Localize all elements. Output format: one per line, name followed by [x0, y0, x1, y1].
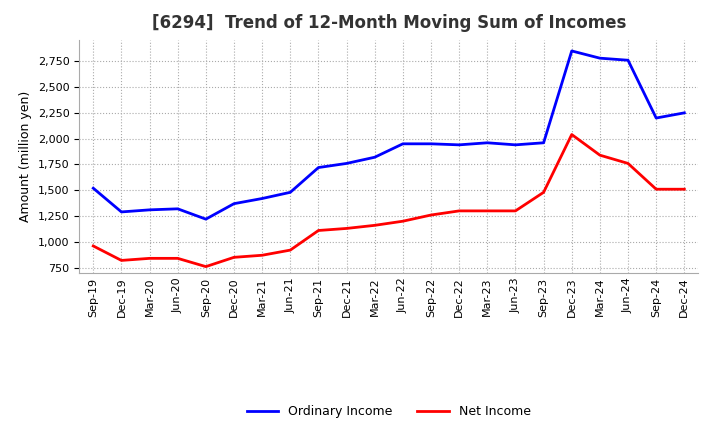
- Ordinary Income: [483, 140, 492, 146]
- Ordinary Income: [145, 207, 154, 213]
- Ordinary Income: [539, 140, 548, 146]
- Title: [6294]  Trend of 12-Month Moving Sum of Incomes: [6294] Trend of 12-Month Moving Sum of I…: [152, 15, 626, 33]
- Net Income: [427, 213, 436, 218]
- Ordinary Income: [174, 206, 182, 212]
- Ordinary Income: [567, 48, 576, 54]
- Ordinary Income: [314, 165, 323, 170]
- Net Income: [314, 228, 323, 233]
- Net Income: [286, 247, 294, 253]
- Line: Ordinary Income: Ordinary Income: [94, 51, 684, 219]
- Ordinary Income: [258, 196, 266, 201]
- Net Income: [230, 255, 238, 260]
- Net Income: [258, 253, 266, 258]
- Ordinary Income: [680, 110, 688, 116]
- Ordinary Income: [652, 115, 660, 121]
- Net Income: [370, 223, 379, 228]
- Net Income: [511, 208, 520, 213]
- Ordinary Income: [202, 216, 210, 222]
- Ordinary Income: [230, 201, 238, 206]
- Ordinary Income: [342, 161, 351, 166]
- Ordinary Income: [624, 58, 632, 63]
- Net Income: [399, 219, 408, 224]
- Net Income: [342, 226, 351, 231]
- Ordinary Income: [595, 55, 604, 61]
- Line: Net Income: Net Income: [94, 135, 684, 267]
- Ordinary Income: [399, 141, 408, 147]
- Ordinary Income: [370, 154, 379, 160]
- Ordinary Income: [511, 142, 520, 147]
- Net Income: [539, 190, 548, 195]
- Net Income: [567, 132, 576, 137]
- Net Income: [455, 208, 464, 213]
- Ordinary Income: [286, 190, 294, 195]
- Net Income: [174, 256, 182, 261]
- Net Income: [202, 264, 210, 269]
- Ordinary Income: [117, 209, 126, 215]
- Net Income: [117, 258, 126, 263]
- Net Income: [624, 161, 632, 166]
- Ordinary Income: [89, 186, 98, 191]
- Net Income: [483, 208, 492, 213]
- Y-axis label: Amount (million yen): Amount (million yen): [19, 91, 32, 222]
- Net Income: [89, 243, 98, 249]
- Net Income: [595, 153, 604, 158]
- Net Income: [652, 187, 660, 192]
- Net Income: [680, 187, 688, 192]
- Ordinary Income: [455, 142, 464, 147]
- Legend: Ordinary Income, Net Income: Ordinary Income, Net Income: [242, 400, 536, 423]
- Net Income: [145, 256, 154, 261]
- Ordinary Income: [427, 141, 436, 147]
